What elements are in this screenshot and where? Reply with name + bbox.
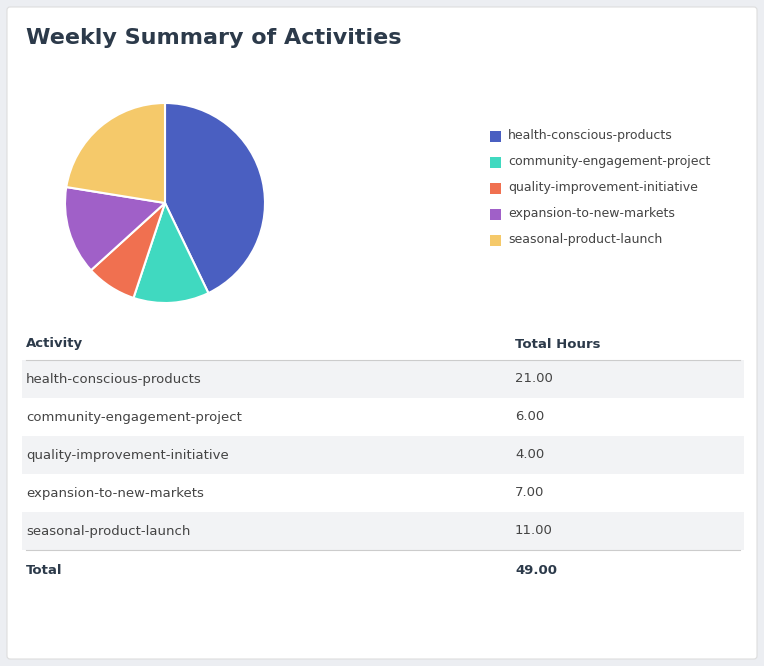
Wedge shape: [65, 187, 165, 270]
Wedge shape: [66, 103, 165, 203]
Text: 21.00: 21.00: [515, 372, 553, 386]
Text: expansion-to-new-markets: expansion-to-new-markets: [26, 486, 204, 500]
Bar: [22, 398, 744, 436]
Text: quality-improvement-initiative: quality-improvement-initiative: [508, 182, 698, 194]
Wedge shape: [91, 203, 165, 298]
Bar: [490, 234, 501, 246]
Bar: [22, 360, 744, 398]
Text: expansion-to-new-markets: expansion-to-new-markets: [508, 208, 675, 220]
Bar: [490, 208, 501, 220]
Text: seasonal-product-launch: seasonal-product-launch: [26, 525, 190, 537]
Text: Weekly Summary of Activities: Weekly Summary of Activities: [26, 28, 402, 48]
Text: 11.00: 11.00: [515, 525, 553, 537]
Bar: [22, 512, 744, 550]
Text: health-conscious-products: health-conscious-products: [508, 129, 673, 143]
Text: Total Hours: Total Hours: [515, 338, 601, 350]
Text: 4.00: 4.00: [515, 448, 544, 462]
Text: seasonal-product-launch: seasonal-product-launch: [508, 234, 662, 246]
Bar: [22, 436, 744, 474]
Text: health-conscious-products: health-conscious-products: [26, 372, 202, 386]
Bar: [490, 157, 501, 168]
FancyBboxPatch shape: [7, 7, 757, 659]
Text: Activity: Activity: [26, 338, 83, 350]
Bar: [490, 182, 501, 194]
Wedge shape: [165, 103, 265, 293]
Wedge shape: [134, 203, 209, 303]
Text: quality-improvement-initiative: quality-improvement-initiative: [26, 448, 228, 462]
Bar: [22, 474, 744, 512]
Text: community-engagement-project: community-engagement-project: [508, 155, 711, 168]
Text: Total: Total: [26, 564, 63, 577]
Text: 49.00: 49.00: [515, 564, 557, 577]
Text: community-engagement-project: community-engagement-project: [26, 410, 242, 424]
Text: 7.00: 7.00: [515, 486, 545, 500]
Bar: [490, 131, 501, 141]
Text: 6.00: 6.00: [515, 410, 544, 424]
